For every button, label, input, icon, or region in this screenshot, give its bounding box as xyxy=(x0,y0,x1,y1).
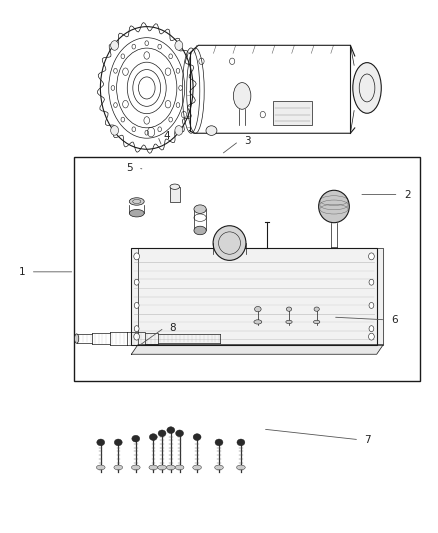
Ellipse shape xyxy=(145,130,148,135)
Ellipse shape xyxy=(194,205,206,213)
Ellipse shape xyxy=(134,333,140,340)
Ellipse shape xyxy=(132,44,136,49)
Ellipse shape xyxy=(369,279,374,285)
Ellipse shape xyxy=(254,306,261,312)
Ellipse shape xyxy=(176,430,184,437)
Ellipse shape xyxy=(353,63,381,114)
Ellipse shape xyxy=(176,68,180,73)
Ellipse shape xyxy=(134,326,139,332)
Polygon shape xyxy=(138,248,383,345)
Ellipse shape xyxy=(193,434,201,440)
Ellipse shape xyxy=(129,209,144,217)
Ellipse shape xyxy=(134,303,139,309)
Ellipse shape xyxy=(121,117,125,122)
Ellipse shape xyxy=(167,427,175,433)
Ellipse shape xyxy=(369,253,374,260)
Ellipse shape xyxy=(237,465,245,470)
Ellipse shape xyxy=(237,439,245,446)
Bar xyxy=(131,248,377,345)
Text: 6: 6 xyxy=(391,315,398,325)
Ellipse shape xyxy=(215,465,223,470)
Ellipse shape xyxy=(369,326,374,332)
Ellipse shape xyxy=(314,307,319,311)
Bar xyxy=(170,187,180,201)
Ellipse shape xyxy=(193,465,201,470)
Ellipse shape xyxy=(179,85,182,90)
Ellipse shape xyxy=(176,103,180,108)
Ellipse shape xyxy=(111,41,119,50)
Ellipse shape xyxy=(97,439,105,446)
Ellipse shape xyxy=(129,198,144,205)
Ellipse shape xyxy=(170,184,180,189)
Ellipse shape xyxy=(194,226,206,235)
Text: 4: 4 xyxy=(163,131,170,141)
Ellipse shape xyxy=(158,465,166,470)
Ellipse shape xyxy=(158,44,162,49)
Ellipse shape xyxy=(175,126,183,135)
Text: 7: 7 xyxy=(364,435,371,445)
Ellipse shape xyxy=(286,307,292,311)
Ellipse shape xyxy=(74,334,79,343)
Ellipse shape xyxy=(132,435,140,442)
Ellipse shape xyxy=(369,333,374,340)
Ellipse shape xyxy=(254,320,262,324)
Ellipse shape xyxy=(166,465,175,470)
Ellipse shape xyxy=(233,83,251,109)
Ellipse shape xyxy=(319,190,350,223)
Bar xyxy=(74,157,420,381)
Ellipse shape xyxy=(169,117,173,122)
Ellipse shape xyxy=(286,320,292,324)
Ellipse shape xyxy=(314,320,320,324)
Text: 1: 1 xyxy=(18,267,25,277)
Ellipse shape xyxy=(369,303,374,309)
Bar xyxy=(273,101,312,125)
Text: 8: 8 xyxy=(170,323,177,333)
Ellipse shape xyxy=(114,465,123,470)
Ellipse shape xyxy=(96,465,105,470)
Text: 3: 3 xyxy=(244,136,251,146)
Ellipse shape xyxy=(206,126,217,135)
Ellipse shape xyxy=(175,41,183,50)
Ellipse shape xyxy=(158,127,162,132)
Ellipse shape xyxy=(134,279,139,285)
Ellipse shape xyxy=(131,465,140,470)
Ellipse shape xyxy=(213,226,246,260)
Text: 5: 5 xyxy=(126,163,133,173)
Ellipse shape xyxy=(169,54,173,59)
Ellipse shape xyxy=(175,465,184,470)
Ellipse shape xyxy=(149,434,157,440)
Text: 2: 2 xyxy=(404,190,411,199)
Ellipse shape xyxy=(215,439,223,446)
Ellipse shape xyxy=(132,127,136,132)
Ellipse shape xyxy=(111,126,119,135)
Ellipse shape xyxy=(145,41,148,46)
Ellipse shape xyxy=(114,103,117,108)
Ellipse shape xyxy=(111,85,115,90)
Ellipse shape xyxy=(134,253,140,260)
Ellipse shape xyxy=(121,54,125,59)
Ellipse shape xyxy=(158,430,166,437)
Ellipse shape xyxy=(149,465,158,470)
Polygon shape xyxy=(131,345,383,354)
Ellipse shape xyxy=(114,439,122,446)
Ellipse shape xyxy=(114,68,117,73)
